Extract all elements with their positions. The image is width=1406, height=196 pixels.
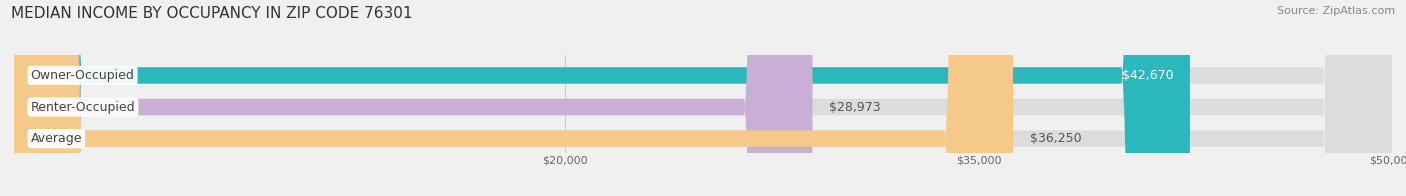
FancyBboxPatch shape xyxy=(14,0,1392,196)
Text: $36,250: $36,250 xyxy=(1029,132,1081,145)
Text: $28,973: $28,973 xyxy=(830,101,880,113)
Text: Owner-Occupied: Owner-Occupied xyxy=(31,69,135,82)
Text: Renter-Occupied: Renter-Occupied xyxy=(31,101,135,113)
FancyBboxPatch shape xyxy=(14,0,813,196)
Text: MEDIAN INCOME BY OCCUPANCY IN ZIP CODE 76301: MEDIAN INCOME BY OCCUPANCY IN ZIP CODE 7… xyxy=(11,6,413,21)
Text: Source: ZipAtlas.com: Source: ZipAtlas.com xyxy=(1277,6,1395,16)
FancyBboxPatch shape xyxy=(14,0,1014,196)
Text: Average: Average xyxy=(31,132,82,145)
FancyBboxPatch shape xyxy=(14,0,1392,196)
Text: $42,670: $42,670 xyxy=(1122,69,1174,82)
FancyBboxPatch shape xyxy=(14,0,1392,196)
FancyBboxPatch shape xyxy=(14,0,1189,196)
